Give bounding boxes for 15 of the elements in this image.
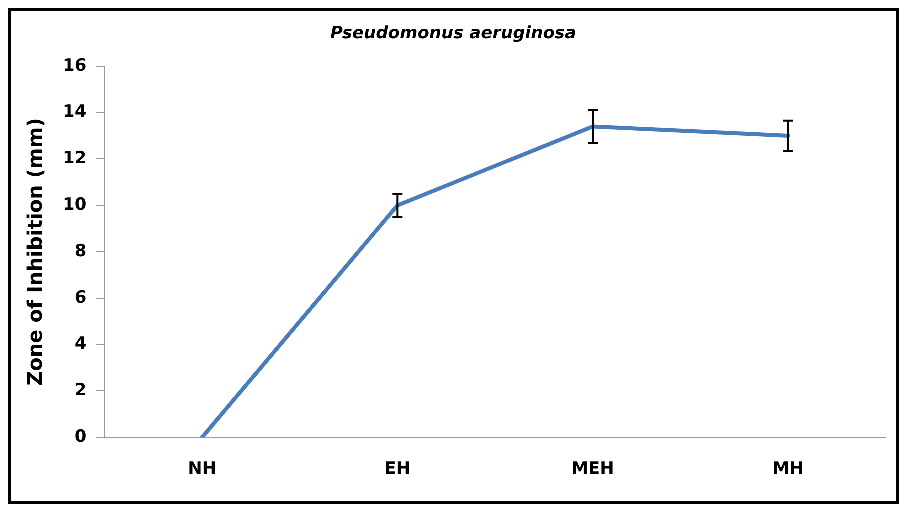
y-tick-label: 4: [74, 334, 87, 354]
x-tick-label: MEH: [572, 459, 614, 480]
y-tick-label: 0: [74, 427, 87, 448]
y-tick-label: 6: [74, 288, 87, 308]
y-tick-label: 12: [62, 148, 87, 169]
y-tick-label: 10: [62, 195, 87, 216]
x-tick-label: NH: [188, 459, 217, 480]
y-tick-label: 14: [62, 102, 87, 122]
y-tick-label: 16: [62, 56, 87, 76]
y-tick-label: 2: [74, 380, 87, 401]
x-tick-label: MH: [772, 459, 804, 480]
x-tick-label: EH: [384, 459, 411, 480]
chart-title: Pseudomonus aeruginosa: [330, 24, 576, 44]
y-axis-title: Zone of Inhibition (mm): [23, 118, 48, 386]
y-tick-label: 8: [74, 241, 87, 262]
